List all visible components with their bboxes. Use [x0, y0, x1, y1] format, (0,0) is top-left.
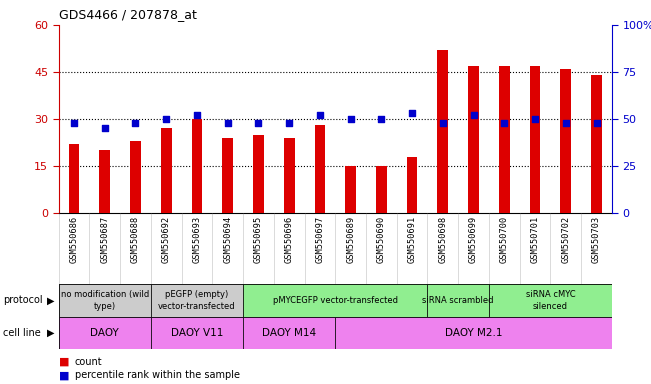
Text: GSM550687: GSM550687 — [100, 216, 109, 263]
Point — [346, 116, 356, 122]
Point — [191, 112, 202, 118]
Bar — [243, 284, 428, 317]
Bar — [253, 135, 264, 213]
Text: siRNA cMYC
silenced: siRNA cMYC silenced — [525, 290, 575, 311]
Point — [407, 110, 417, 116]
Bar — [335, 317, 612, 349]
Text: GSM550690: GSM550690 — [377, 216, 386, 263]
Point — [561, 120, 571, 126]
Bar — [468, 66, 479, 213]
Text: GSM550697: GSM550697 — [315, 216, 324, 263]
Text: GSM550689: GSM550689 — [346, 216, 355, 263]
Bar — [284, 138, 294, 213]
Point — [100, 125, 110, 131]
Bar — [591, 75, 602, 213]
Text: DAOY V11: DAOY V11 — [171, 328, 223, 338]
Text: GSM550698: GSM550698 — [438, 216, 447, 263]
Bar — [243, 317, 335, 349]
Text: count: count — [75, 356, 102, 367]
Text: ■: ■ — [59, 370, 69, 381]
Bar — [130, 141, 141, 213]
Text: siRNA scrambled: siRNA scrambled — [422, 296, 494, 305]
Text: GSM550688: GSM550688 — [131, 216, 140, 263]
Bar — [499, 66, 510, 213]
Point — [161, 116, 171, 122]
Point — [468, 112, 478, 118]
Text: GSM550694: GSM550694 — [223, 216, 232, 263]
Text: GSM550702: GSM550702 — [561, 216, 570, 263]
Point — [376, 116, 387, 122]
Bar — [151, 317, 243, 349]
Bar — [59, 317, 151, 349]
Bar — [428, 284, 489, 317]
Text: GSM550700: GSM550700 — [500, 216, 509, 263]
Text: pMYCEGFP vector-transfected: pMYCEGFP vector-transfected — [273, 296, 398, 305]
Bar — [530, 66, 540, 213]
Text: GSM550701: GSM550701 — [531, 216, 540, 263]
Text: GSM550696: GSM550696 — [284, 216, 294, 263]
Bar — [59, 284, 151, 317]
Point — [223, 120, 233, 126]
Text: protocol: protocol — [3, 295, 43, 306]
Text: cell line: cell line — [3, 328, 41, 338]
Point — [499, 120, 510, 126]
Text: percentile rank within the sample: percentile rank within the sample — [75, 370, 240, 381]
Point — [591, 120, 602, 126]
Text: DAOY M14: DAOY M14 — [262, 328, 316, 338]
Text: GSM550691: GSM550691 — [408, 216, 417, 263]
Point — [530, 116, 540, 122]
Point — [253, 120, 264, 126]
Text: GSM550693: GSM550693 — [193, 216, 201, 263]
Bar — [345, 166, 356, 213]
Text: pEGFP (empty)
vector-transfected: pEGFP (empty) vector-transfected — [158, 290, 236, 311]
Bar — [161, 128, 172, 213]
Bar — [100, 151, 110, 213]
Bar — [68, 144, 79, 213]
Point — [284, 120, 294, 126]
Bar — [561, 69, 571, 213]
Bar — [407, 157, 417, 213]
Text: DAOY: DAOY — [90, 328, 119, 338]
Text: no modification (wild
type): no modification (wild type) — [61, 290, 149, 311]
Text: GSM550695: GSM550695 — [254, 216, 263, 263]
Text: GSM550692: GSM550692 — [161, 216, 171, 263]
Text: GSM550686: GSM550686 — [70, 216, 79, 263]
Text: GSM550703: GSM550703 — [592, 216, 601, 263]
Bar — [437, 50, 449, 213]
Bar — [191, 119, 202, 213]
Bar — [314, 125, 326, 213]
Text: ▶: ▶ — [47, 295, 55, 306]
Point — [130, 120, 141, 126]
Point — [314, 112, 325, 118]
Bar — [151, 284, 243, 317]
Point — [437, 120, 448, 126]
Text: ▶: ▶ — [47, 328, 55, 338]
Bar — [376, 166, 387, 213]
Text: GDS4466 / 207878_at: GDS4466 / 207878_at — [59, 8, 197, 21]
Text: ■: ■ — [59, 356, 69, 367]
Point — [69, 120, 79, 126]
Bar — [222, 138, 233, 213]
Bar — [489, 284, 612, 317]
Text: DAOY M2.1: DAOY M2.1 — [445, 328, 503, 338]
Text: GSM550699: GSM550699 — [469, 216, 478, 263]
